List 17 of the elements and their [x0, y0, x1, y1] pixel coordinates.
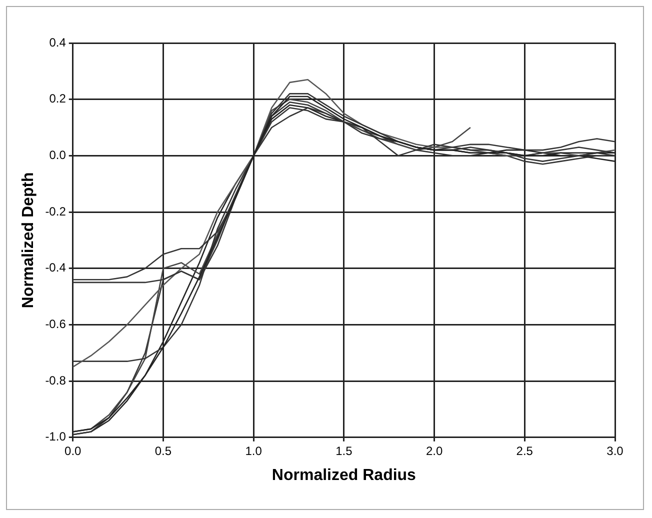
y-tick-label: 0.0 — [49, 148, 66, 162]
x-tick-label: 2.5 — [516, 444, 534, 458]
y-tick-label: -0.6 — [45, 317, 66, 332]
x-tick-label: 0.5 — [154, 444, 172, 458]
x-tick-label: 2.0 — [426, 444, 443, 458]
x-tick-label: 1.0 — [245, 444, 262, 458]
y-tick-label: -1.0 — [45, 430, 66, 444]
y-tick-label: 0.2 — [49, 92, 66, 106]
y-tick-label: -0.8 — [45, 373, 66, 388]
x-tick-label: 3.0 — [606, 444, 624, 458]
x-tick-label: 1.5 — [336, 444, 353, 458]
y-tick-label: -0.4 — [45, 260, 66, 275]
x-axis-title: Normalized Radius — [272, 466, 416, 484]
y-tick-label: -0.2 — [45, 204, 66, 218]
x-tick-label: 0.0 — [64, 444, 82, 458]
y-axis-title: Normalized Depth — [20, 172, 38, 308]
y-tick-label: 0.4 — [49, 35, 66, 50]
